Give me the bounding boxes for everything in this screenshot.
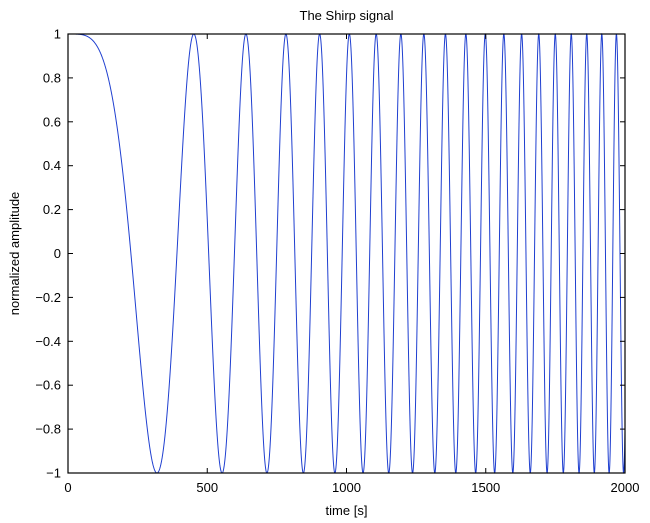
- y-tick-label: −0.2: [35, 290, 61, 305]
- chart-title: The Shirp signal: [300, 8, 394, 23]
- y-tick-label: −0.8: [35, 422, 61, 437]
- y-axis-label: normalized amplitude: [7, 192, 22, 316]
- plot-frame: [67, 33, 626, 474]
- y-tick-label: −1: [46, 466, 61, 481]
- y-tick-label: 0.8: [43, 70, 61, 85]
- y-tick-label: 0.6: [43, 114, 61, 129]
- x-tick-label: 0: [64, 480, 71, 495]
- series-line-0: [68, 32, 626, 474]
- x-axis-label: time [s]: [326, 503, 368, 518]
- x-tick-label: 500: [196, 480, 218, 495]
- y-tick-label: 1: [54, 27, 61, 42]
- y-tick-label: 0: [54, 246, 61, 261]
- series-layer: [68, 32, 626, 474]
- x-tick-label: 1500: [471, 480, 500, 495]
- y-tick-label: −0.4: [35, 334, 61, 349]
- ticks-layer: 0 500 1000 1500 2000 1 0.8 0.6 0.4 0.2 0 −0.2 −0.4 −0…: [35, 27, 639, 496]
- y-tick-label: 0.2: [43, 202, 61, 217]
- x-tick-label: 1000: [332, 480, 361, 495]
- x-tick-label: 2000: [611, 480, 640, 495]
- plot-background: [68, 34, 625, 473]
- y-tick-label: −0.6: [35, 378, 61, 393]
- y-tick-label: 0.4: [43, 158, 61, 173]
